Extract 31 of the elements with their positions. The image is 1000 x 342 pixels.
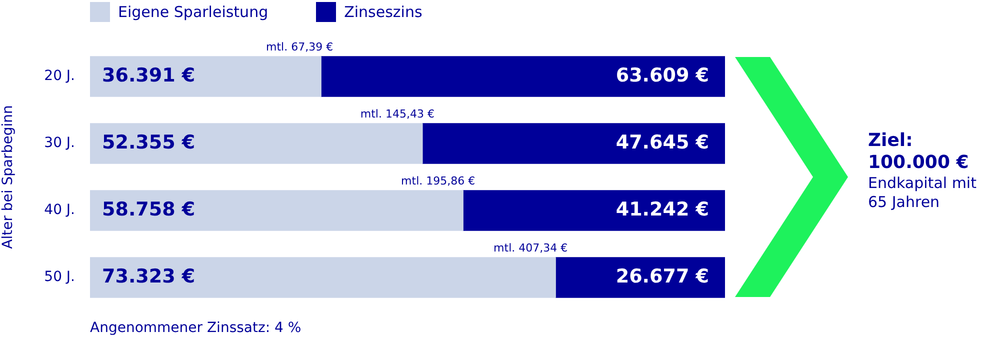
legend-label: Zinseszins <box>344 3 422 21</box>
data-label: 36.391 € <box>102 64 196 86</box>
annotation: mtl. 67,39 € <box>266 40 334 54</box>
data-label: 26.677 € <box>616 265 709 288</box>
data-label: 63.609 € <box>616 64 709 86</box>
data-label: 47.645 € <box>616 131 709 154</box>
bar <box>422 123 725 164</box>
bar <box>90 257 556 298</box>
data-label: 52.355 € <box>102 131 196 154</box>
bar <box>462 190 725 231</box>
y-tick-label: 20 J. <box>44 68 75 84</box>
text: Angenommener Zinssatz: 4 % <box>90 320 302 336</box>
data-label: 58.758 € <box>102 198 196 220</box>
annotation: mtl. 145,43 € <box>360 108 434 120</box>
y-tick-label: 40 J. <box>44 202 75 218</box>
bar <box>90 56 322 97</box>
text: Endkapital mit 65 Jahren <box>868 174 978 212</box>
y-axis-title: Alter bei Sparbeginn <box>0 105 16 249</box>
bar <box>320 56 725 97</box>
text: 100.000 € <box>868 152 970 174</box>
y-tick-label: 30 J. <box>44 135 75 152</box>
bar <box>90 123 423 164</box>
data-label: 41.242 € <box>616 198 709 220</box>
bar <box>90 190 464 231</box>
y-tick-label: 50 J. <box>44 269 75 286</box>
annotation: mtl. 407,34 € <box>494 242 568 254</box>
annotation: mtl. 195,86 € <box>401 174 476 188</box>
data-label: 73.323 € <box>102 265 196 288</box>
text: Ziel: <box>868 130 914 152</box>
bar <box>555 257 725 298</box>
legend-label: Eigene Sparleistung <box>118 3 268 21</box>
